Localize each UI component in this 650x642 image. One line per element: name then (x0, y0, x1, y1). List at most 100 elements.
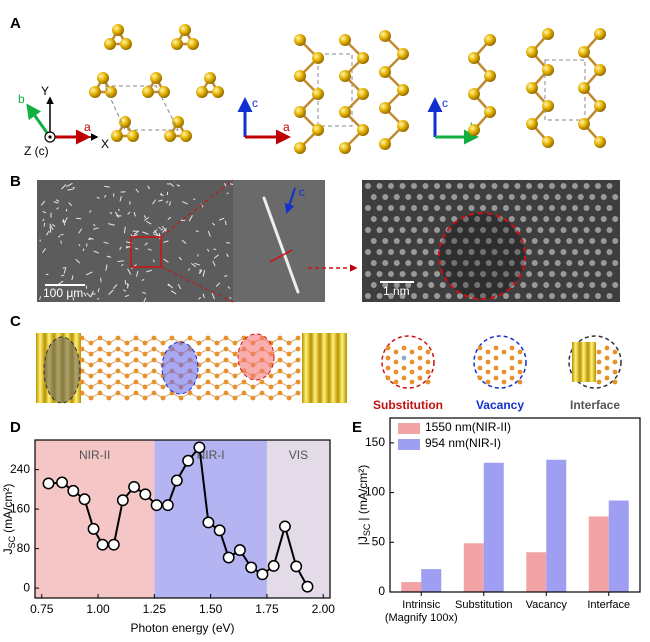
atom (397, 48, 409, 60)
label-unit: (mA/cm²) (1, 484, 15, 533)
lattice-dot (612, 216, 619, 222)
nanowire (169, 201, 171, 206)
axis-dot (48, 135, 52, 139)
chain-atom (517, 369, 523, 375)
lattice-dot (428, 238, 435, 244)
x-tick-label: 1.00 (86, 602, 110, 616)
nanowire (42, 218, 45, 222)
lattice-dot (543, 238, 550, 244)
chain-atom (88, 340, 94, 346)
lattice-dot (560, 205, 567, 211)
lattice-dot (549, 271, 555, 277)
marker (290, 560, 303, 573)
lattice-dot (514, 227, 521, 233)
axis-label: X (101, 137, 109, 151)
lattice-dot (589, 216, 596, 222)
lattice-dot (457, 249, 463, 255)
lattice-dot (583, 271, 590, 277)
bar (421, 569, 442, 592)
chain-atom (88, 362, 94, 368)
lattice-dot (480, 293, 486, 299)
lattice-dot (370, 238, 377, 244)
nanowire (169, 182, 175, 187)
chain-atom (477, 355, 483, 361)
chain-atom (115, 368, 121, 374)
atom (484, 34, 496, 46)
zoom-box (130, 236, 162, 268)
atom (312, 52, 324, 64)
chain-atom (124, 362, 130, 368)
marker (202, 516, 215, 529)
nanowire (165, 200, 169, 204)
nanowire (142, 231, 149, 235)
atom (484, 106, 496, 118)
legend-swatch (398, 439, 420, 450)
lattice-dot (537, 205, 544, 211)
marker (222, 551, 235, 564)
atom (142, 86, 154, 98)
chain-atom (477, 375, 483, 381)
lattice-dot (462, 260, 469, 266)
nanowire (60, 240, 63, 244)
nanowire (163, 240, 169, 243)
chain-atom (223, 390, 229, 396)
marker (279, 520, 291, 533)
marker (267, 559, 280, 572)
chain-atom (232, 384, 238, 390)
lattice-dot (485, 238, 492, 244)
label-symbol: |J (356, 536, 370, 545)
lattice-dot (468, 271, 475, 277)
atom (357, 88, 369, 100)
nanowire (83, 292, 87, 297)
nanowire (52, 223, 56, 227)
panel-label: C (10, 313, 21, 330)
lattice-dot (606, 183, 613, 189)
lattice-dot (393, 216, 400, 222)
marker (233, 544, 246, 557)
chain-atom (196, 373, 202, 379)
lattice-dot (462, 194, 469, 200)
chain-atom (88, 373, 94, 379)
nanowire (82, 248, 85, 252)
lattice-dot (457, 183, 463, 189)
column (338, 333, 347, 403)
chain-atom (393, 369, 399, 375)
column (572, 342, 580, 382)
atom (484, 70, 496, 82)
chain-atom (409, 379, 415, 385)
atom (294, 106, 306, 118)
chain-atom (295, 368, 301, 374)
lattice-dot (554, 216, 561, 222)
lattice-dot (577, 260, 584, 266)
lattice-dot (543, 260, 550, 266)
lattice-dot (411, 293, 417, 299)
chain-atom (106, 373, 112, 379)
axis-label: Z (c) (24, 144, 49, 158)
nanowire (119, 246, 122, 251)
lattice-dot (595, 271, 601, 277)
chain-atom (151, 379, 157, 385)
chain-atom (604, 345, 610, 351)
nanowire (55, 199, 60, 202)
nanowire (163, 258, 169, 263)
lattice-dot (428, 282, 435, 288)
axis-label: c (442, 96, 448, 110)
marker (116, 494, 129, 507)
lattice-dot (503, 271, 509, 277)
atom (379, 30, 391, 42)
chain-atom (79, 346, 85, 352)
defect-label: Interface (570, 398, 620, 412)
nanowire (85, 243, 88, 247)
lattice-dot (474, 216, 481, 222)
lattice-dot (497, 282, 504, 288)
nanowire (89, 237, 94, 240)
chain-atom (286, 351, 292, 357)
chain-atom (97, 379, 103, 385)
nanowire (103, 241, 109, 244)
lattice-dot (399, 271, 406, 277)
nanowire (127, 268, 132, 275)
chain-atom (223, 335, 229, 341)
lattice-dot (577, 194, 584, 200)
nanowire (207, 230, 211, 237)
chain-atom (214, 395, 220, 401)
